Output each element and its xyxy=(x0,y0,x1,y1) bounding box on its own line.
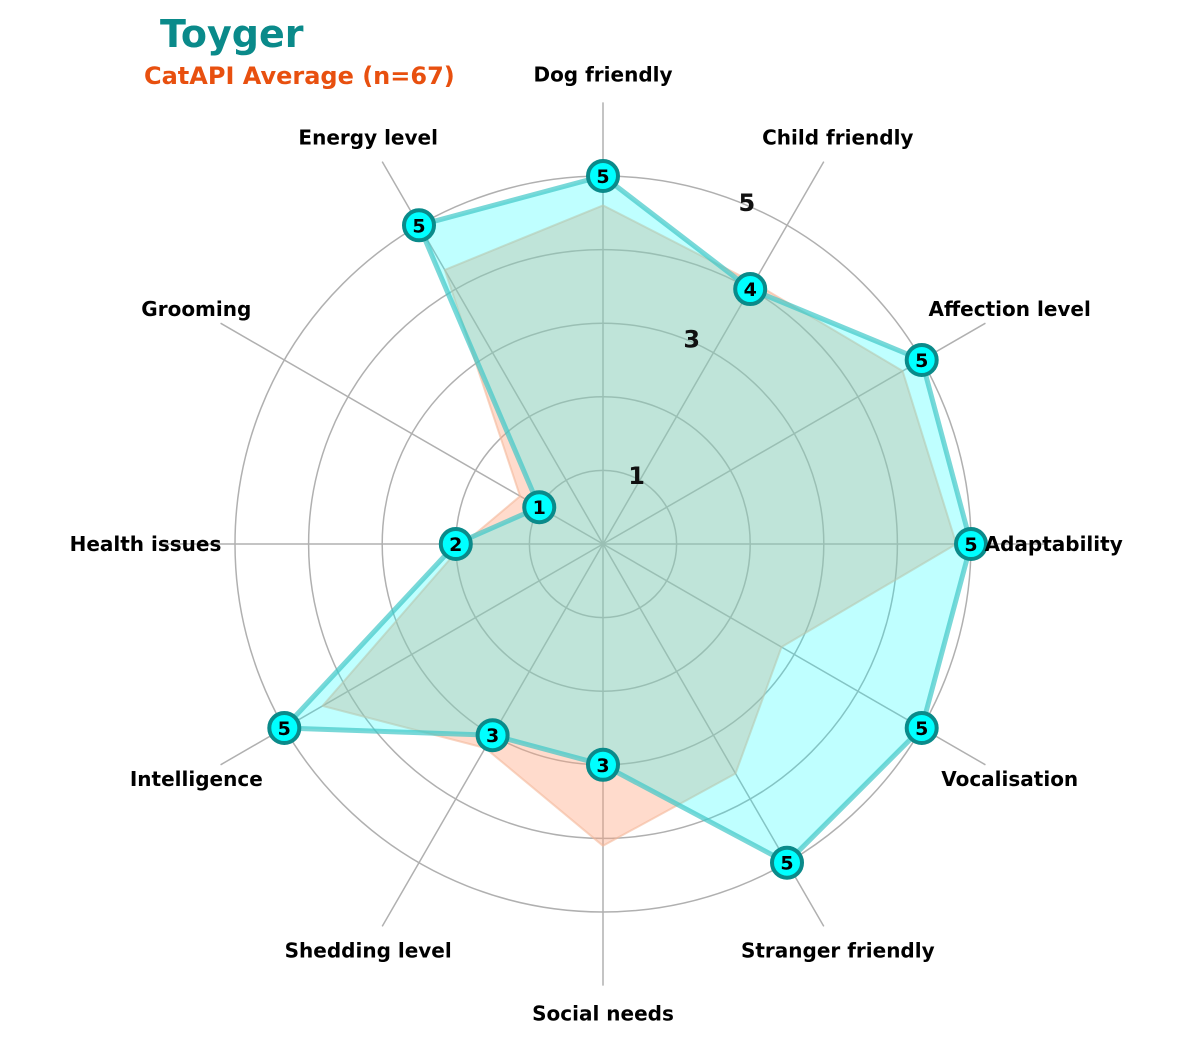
data-point-label: 5 xyxy=(596,166,609,188)
data-point-label: 3 xyxy=(596,755,609,777)
chart-title: Toyger xyxy=(160,12,304,56)
axis-label: Energy level xyxy=(298,125,438,149)
label-layer: 1 3 5 Adaptability Affection level Child frie… xyxy=(70,62,1123,1025)
data-point xyxy=(733,272,768,307)
axis-label: Dog friendly xyxy=(533,62,672,86)
data-point-label: 1 xyxy=(533,497,546,519)
axis-label: Stranger friendly xyxy=(741,939,935,963)
data-point xyxy=(522,490,557,525)
data-point xyxy=(954,527,988,561)
axis-label: Vocalisation xyxy=(941,767,1078,791)
point-layer: 5 5 4 5 5 1 2 5 3 3 5 5 xyxy=(267,159,988,880)
data-point xyxy=(904,711,939,745)
data-point-label: 3 xyxy=(486,725,499,747)
data-point-label: 5 xyxy=(278,718,291,740)
data-point xyxy=(402,208,436,243)
ring-tick-label: 1 xyxy=(628,462,645,490)
ring-tick-label: 5 xyxy=(739,189,756,217)
series-area-toyger xyxy=(281,173,974,866)
axis-label: Social needs xyxy=(532,1002,674,1026)
data-point-label: 5 xyxy=(915,350,928,372)
axis-label: Grooming xyxy=(141,297,251,321)
data-point xyxy=(770,845,804,880)
data-point xyxy=(586,159,620,193)
spoke-2 xyxy=(602,161,825,545)
data-point xyxy=(267,711,302,745)
axis-label: Affection level xyxy=(929,297,1091,321)
area-layer xyxy=(281,173,974,866)
data-point-label: 2 xyxy=(449,534,462,556)
axis-label: Adaptability xyxy=(985,532,1123,556)
chart-subtitle: CatAPI Average (n=67) xyxy=(144,62,455,90)
data-point xyxy=(904,343,939,377)
data-point-label: 5 xyxy=(780,853,793,875)
axis-label: Shedding level xyxy=(285,939,452,963)
data-point xyxy=(438,527,473,561)
axis-label: Intelligence xyxy=(130,767,263,791)
data-point-label: 5 xyxy=(915,718,928,740)
data-point-label: 4 xyxy=(744,279,757,301)
data-point xyxy=(586,747,620,782)
data-point xyxy=(475,718,510,753)
axis-label: Child friendly xyxy=(762,125,913,149)
axis-label: Health issues xyxy=(70,532,222,556)
ring-tick-label: 3 xyxy=(683,325,700,353)
data-point-label: 5 xyxy=(964,534,977,556)
data-point-label: 5 xyxy=(412,215,425,237)
